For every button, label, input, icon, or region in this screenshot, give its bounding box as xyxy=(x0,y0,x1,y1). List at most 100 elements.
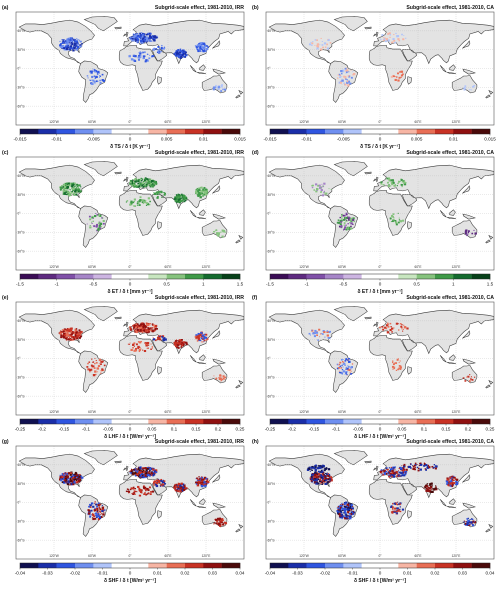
graticule xyxy=(16,302,244,415)
graticule xyxy=(266,157,494,270)
lat-tick-label: 30°N xyxy=(268,48,276,52)
lat-tick-label: 60°S xyxy=(18,538,25,542)
colorbar-swatch xyxy=(270,419,289,424)
colorbar-tick-label: -1 xyxy=(305,282,310,287)
map-panel-shf-ca: (h) Subgrid-scale effect, 1981-2010, CA 12… xyxy=(252,439,495,584)
lon-tick-label: 120°W xyxy=(299,265,309,269)
colorbar-tick-label: -0.02 xyxy=(70,571,81,576)
colorbar-swatch xyxy=(380,419,399,424)
lon-tick-label: 120°W xyxy=(299,554,309,558)
colorbar-swatch xyxy=(185,274,204,279)
colorbar-tick-label: 0 xyxy=(379,571,382,576)
lon-tick-label: 60°W xyxy=(338,554,346,558)
lat-tick-label: 0° xyxy=(18,67,22,71)
colorbar-label: δ LHF / δ t [W/m² yr⁻¹] xyxy=(354,434,406,440)
colorbar-tick-label: 0.04 xyxy=(486,571,495,576)
colorbar-tick-label: -0.005 xyxy=(337,137,350,142)
map-frame xyxy=(265,156,495,271)
colorbar-swatch xyxy=(288,419,307,424)
map-panel-et-ca: (d) Subgrid-scale effect, 1981-2010, CA 12… xyxy=(252,150,495,295)
colorbar-swatch xyxy=(435,563,454,568)
colorbar: -0.04 -0.03 -0.02 -0.01 0 0.01 0.02 0.03 0.04 δ S… xyxy=(265,562,495,584)
colorbar-tick-label: 0.25 xyxy=(486,427,495,432)
colorbar-tick-label: 0 xyxy=(129,282,132,287)
colorbar-swatch xyxy=(398,129,417,134)
colorbar-swatch xyxy=(56,129,76,134)
lon-tick-label: 60°W xyxy=(338,410,346,414)
colorbar-tick-label: -0.03 xyxy=(292,571,303,576)
colorbar-tick-label: -0.25 xyxy=(265,427,276,432)
lat-tick-label: 60°N xyxy=(268,463,276,467)
lon-tick-label: 60°E xyxy=(415,554,422,558)
lon-tick-label: 0° xyxy=(128,265,132,269)
anomaly-cells xyxy=(308,32,476,91)
colorbar-tick-label: 0.05 xyxy=(398,427,407,432)
colorbar-label: δ SHF / δ t [W/m² yr⁻¹] xyxy=(354,578,406,584)
lat-tick-label: 60°S xyxy=(18,249,25,253)
colorbar-tick-label: 0.01 xyxy=(449,137,458,142)
graticule xyxy=(266,12,494,125)
colorbar-tick-label: -0.2 xyxy=(38,427,46,432)
lon-tick-label: 60°E xyxy=(415,120,422,124)
panel-title: Subgrid-scale effect, 1981-2010, CA xyxy=(406,150,494,156)
colorbar-tick-label: 1 xyxy=(202,282,205,287)
lon-tick-label: 120°E xyxy=(452,410,461,414)
colorbar-swatch xyxy=(56,563,76,568)
anomaly-cells xyxy=(306,462,476,527)
colorbar-swatch xyxy=(380,129,399,134)
lat-tick-label: 0° xyxy=(268,67,272,71)
colorbar-swatch xyxy=(471,563,491,568)
colorbar-swatch xyxy=(453,419,472,424)
map-panel-lhf-irr: (e) Subgrid-scale effect, 1981-2010, IRR 1… xyxy=(2,295,245,440)
lon-tick-label: 120°E xyxy=(452,120,461,124)
colorbar-swatch xyxy=(38,274,57,279)
colorbar-tick-label: 0 xyxy=(129,571,132,576)
colorbar-swatch xyxy=(416,419,436,424)
colorbar-tick-label: 0.01 xyxy=(199,137,208,142)
colorbar-tick-label: -0.01 xyxy=(301,137,312,142)
colorbar-swatch xyxy=(416,563,436,568)
colorbar-tick-label: -1.5 xyxy=(16,282,24,287)
colorbar-swatch xyxy=(203,419,222,424)
lat-tick-label: 30°N xyxy=(18,193,26,197)
colorbar-swatch xyxy=(203,563,222,568)
lat-tick-label: 0° xyxy=(268,501,272,505)
panel-title: Subgrid-scale effect, 1981-2010, CA xyxy=(406,295,494,301)
colorbar-swatch xyxy=(221,129,241,134)
map-panel-et-irr: (c) Subgrid-scale effect, 1981-2010, IRR 1… xyxy=(2,150,245,295)
colorbar-swatch xyxy=(361,129,381,134)
anomaly-cells xyxy=(308,322,476,382)
map-panel-ts-irr: (a) Subgrid-scale effect, 1981-2010, IRR 1… xyxy=(2,5,246,150)
colorbar-tick-label: 0.2 xyxy=(215,427,222,432)
map-frame xyxy=(15,445,245,560)
lat-tick-label: 0° xyxy=(18,501,22,505)
panel-letter: (b) xyxy=(252,5,259,11)
colorbar-tick-label: -0.005 xyxy=(87,137,100,142)
panel-title: Subgrid-scale effect, 1981-2010, IRR xyxy=(155,439,244,445)
anomaly-cells xyxy=(58,466,228,527)
colorbar-tick-label: -0.5 xyxy=(89,282,97,287)
colorbar-swatch xyxy=(343,274,362,279)
colorbar-tick-label: -0.01 xyxy=(347,571,358,576)
colorbar-swatch xyxy=(343,129,362,134)
colorbar-tick-label: 0 xyxy=(129,427,132,432)
colorbar-swatch xyxy=(185,129,204,134)
lon-tick-label: 120°E xyxy=(202,265,211,269)
lat-tick-label: 30°S xyxy=(18,86,25,90)
colorbar-tick-label: 0.04 xyxy=(236,571,245,576)
colorbar-swatch xyxy=(288,563,307,568)
graticule xyxy=(16,12,244,125)
colorbar-swatch xyxy=(20,563,39,568)
lat-tick-label: 60°N xyxy=(268,29,276,33)
lon-tick-label: 60°W xyxy=(338,265,346,269)
lon-tick-label: 120°W xyxy=(49,120,59,124)
colorbar-swatch xyxy=(306,419,326,424)
lon-tick-label: 0° xyxy=(378,120,382,124)
colorbar-tick-label: 0 xyxy=(379,427,382,432)
lat-tick-label: 60°N xyxy=(18,319,26,323)
colorbar-swatch xyxy=(416,274,436,279)
colorbar-swatch xyxy=(306,129,326,134)
colorbar-swatch xyxy=(93,129,112,134)
lat-tick-label: 0° xyxy=(18,212,22,216)
graticule xyxy=(16,446,244,559)
